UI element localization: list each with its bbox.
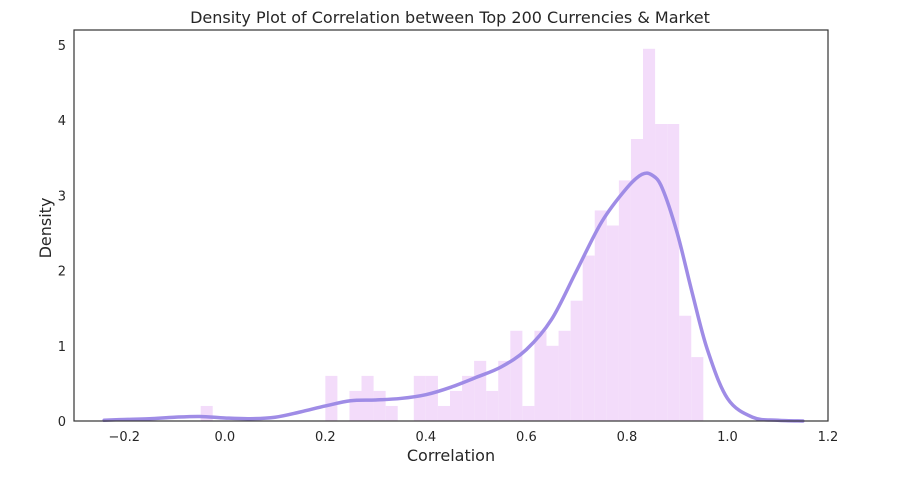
x-tick-label: 1.2 [818, 430, 839, 445]
x-tick-label: 0.4 [416, 430, 437, 445]
histogram-bar [570, 300, 583, 421]
histogram-bar [558, 330, 571, 421]
x-axis-title: Correlation [407, 446, 495, 465]
histogram-bar [498, 360, 511, 421]
x-tick-label: 0.0 [214, 430, 235, 445]
x-tick-labels: −0.2 0.0 0.2 0.4 0.6 0.8 1.0 1.2 [108, 430, 838, 445]
histogram-bar [462, 375, 475, 421]
kde-curve [102, 171, 805, 423]
histogram-bar [486, 390, 499, 421]
chart-title: Density Plot of Correlation between Top … [190, 8, 710, 27]
histogram-bar [618, 180, 631, 421]
histogram-bar [546, 345, 559, 421]
plot-frame [73, 29, 829, 422]
x-tick-label: 0.8 [617, 430, 638, 445]
histogram-bar [667, 123, 680, 422]
y-tick-label: 2 [58, 265, 66, 280]
y-tick-label: 3 [58, 189, 66, 204]
y-tick-labels: 0 1 2 3 4 5 [58, 39, 66, 430]
histogram-bar [449, 390, 463, 421]
histogram-bar [425, 375, 438, 421]
histogram-bar [691, 357, 704, 421]
histogram-bar [510, 330, 523, 421]
histogram-bar [325, 375, 338, 421]
histogram-bar [655, 123, 668, 422]
histogram-bar [630, 139, 644, 421]
x-tick-label: −0.2 [108, 430, 140, 445]
y-tick-label: 0 [58, 415, 66, 430]
histogram-bar [522, 405, 535, 421]
histogram-bars [200, 48, 704, 422]
histogram-bar [679, 315, 692, 421]
histogram-bar [534, 330, 547, 421]
y-axis-title: Density [36, 198, 55, 259]
y-tick-label: 5 [58, 39, 66, 54]
x-tick-label: 0.2 [315, 430, 336, 445]
histogram-bar [413, 375, 426, 421]
histogram-bar [594, 210, 607, 421]
x-tick-label: 0.6 [516, 430, 537, 445]
y-tick-label: 4 [58, 114, 66, 129]
histogram-bar [349, 390, 362, 421]
histogram-bar [373, 390, 386, 421]
y-tick-label: 1 [58, 340, 66, 355]
histogram-bar [437, 405, 450, 421]
histogram-bar [474, 360, 487, 421]
histogram-bar [582, 255, 595, 421]
histogram-bar [643, 48, 656, 422]
histogram-bar [385, 405, 398, 421]
x-tick-label: 1.0 [717, 430, 738, 445]
histogram-bar [606, 225, 619, 421]
